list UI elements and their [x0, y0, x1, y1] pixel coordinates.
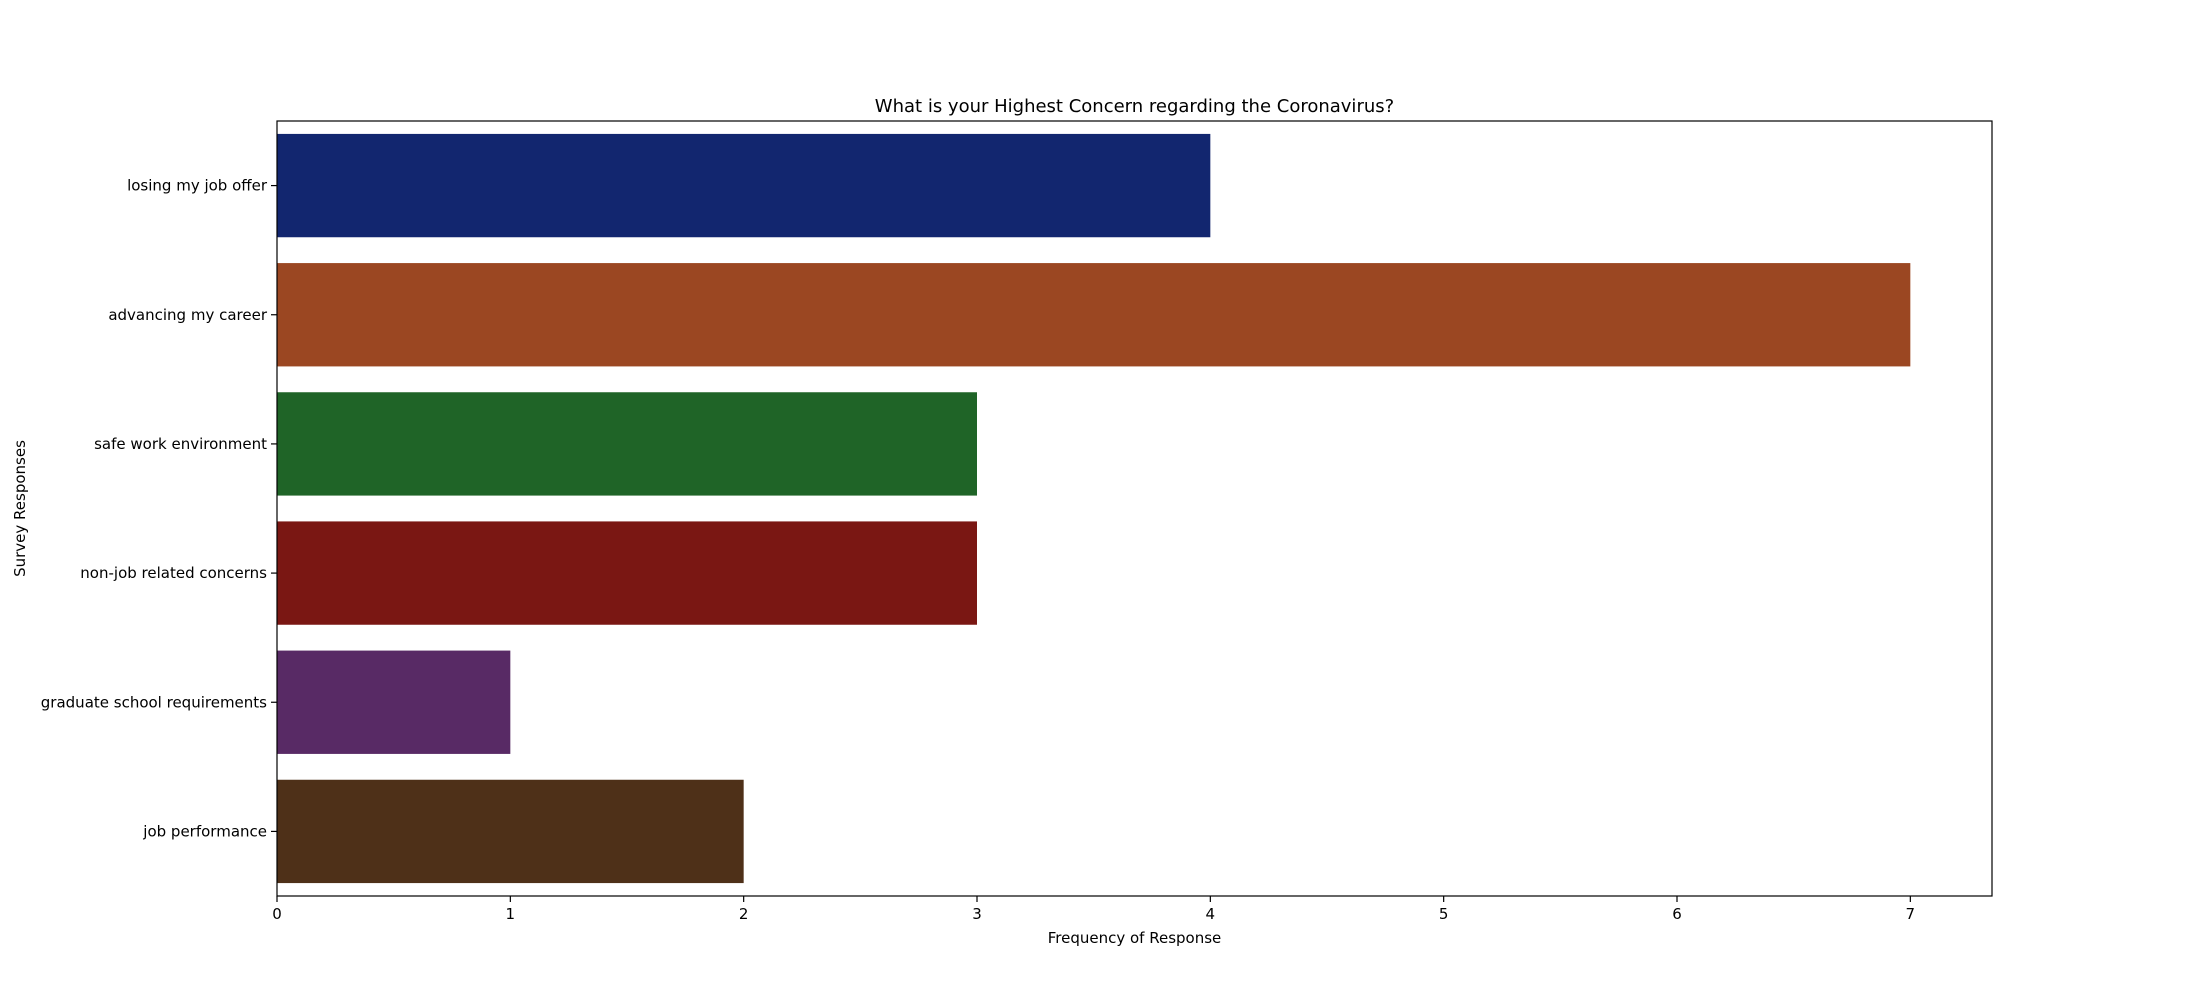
- y-tick-label: job performance: [142, 822, 267, 840]
- y-tick-label: losing my job offer: [127, 177, 268, 195]
- y-tick-label: graduate school requirements: [41, 693, 267, 711]
- bar-job-performance: [277, 779, 744, 884]
- x-tick-label: 0: [272, 905, 282, 923]
- x-tick-label: 2: [739, 905, 749, 923]
- x-tick-label: 4: [1206, 905, 1216, 923]
- x-tick-label: 3: [972, 905, 982, 923]
- x-tick-label: 6: [1672, 905, 1682, 923]
- y-axis-ticks: losing my job offer advancing my career sa…: [41, 177, 277, 840]
- x-axis-ticks: 0 1 2 3 4 5 6 7: [272, 896, 1915, 923]
- plot-frame: [276, 120, 1993, 897]
- x-tick-label: 7: [1906, 905, 1916, 923]
- x-tick-label: 1: [506, 905, 516, 923]
- y-tick-label: non-job related concerns: [80, 564, 267, 582]
- chart-title: What is your Highest Concern regarding t…: [875, 96, 1394, 117]
- bar-safe-work-environment: [277, 392, 977, 496]
- y-tick-label: advancing my career: [108, 306, 267, 324]
- bars-layer: [277, 133, 1911, 884]
- bar-non-job-related-concerns: [277, 521, 977, 625]
- bar-losing-my-job-offer: [277, 133, 1211, 238]
- bar-graduate-school-requirements: [277, 650, 511, 754]
- x-axis-label: Frequency of Response: [1048, 929, 1222, 947]
- y-tick-label: safe work environment: [94, 435, 267, 453]
- bar-advancing-my-career: [277, 263, 1911, 367]
- x-tick-label: 5: [1439, 905, 1449, 923]
- y-axis-label: Survey Responses: [11, 440, 29, 577]
